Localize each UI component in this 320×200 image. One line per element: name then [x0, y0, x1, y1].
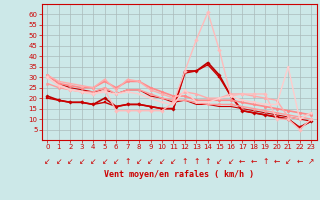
Text: ↑: ↑: [193, 157, 200, 166]
X-axis label: Vent moyen/en rafales ( km/h ): Vent moyen/en rafales ( km/h ): [104, 170, 254, 179]
Text: ↙: ↙: [44, 157, 51, 166]
Text: ↙: ↙: [113, 157, 119, 166]
Text: ↗: ↗: [308, 157, 314, 166]
Text: ↙: ↙: [78, 157, 85, 166]
Text: ↙: ↙: [147, 157, 154, 166]
Text: ↙: ↙: [67, 157, 74, 166]
Text: ←: ←: [296, 157, 303, 166]
Text: ↑: ↑: [182, 157, 188, 166]
Text: ↑: ↑: [262, 157, 268, 166]
Text: ↙: ↙: [101, 157, 108, 166]
Text: ↙: ↙: [216, 157, 222, 166]
Text: ↙: ↙: [136, 157, 142, 166]
Text: ↙: ↙: [228, 157, 234, 166]
Text: ←: ←: [251, 157, 257, 166]
Text: ←: ←: [239, 157, 245, 166]
Text: ↙: ↙: [170, 157, 177, 166]
Text: ↙: ↙: [159, 157, 165, 166]
Text: ↙: ↙: [56, 157, 62, 166]
Text: ↑: ↑: [124, 157, 131, 166]
Text: ↙: ↙: [285, 157, 291, 166]
Text: ↑: ↑: [205, 157, 211, 166]
Text: ←: ←: [274, 157, 280, 166]
Text: ↙: ↙: [90, 157, 96, 166]
